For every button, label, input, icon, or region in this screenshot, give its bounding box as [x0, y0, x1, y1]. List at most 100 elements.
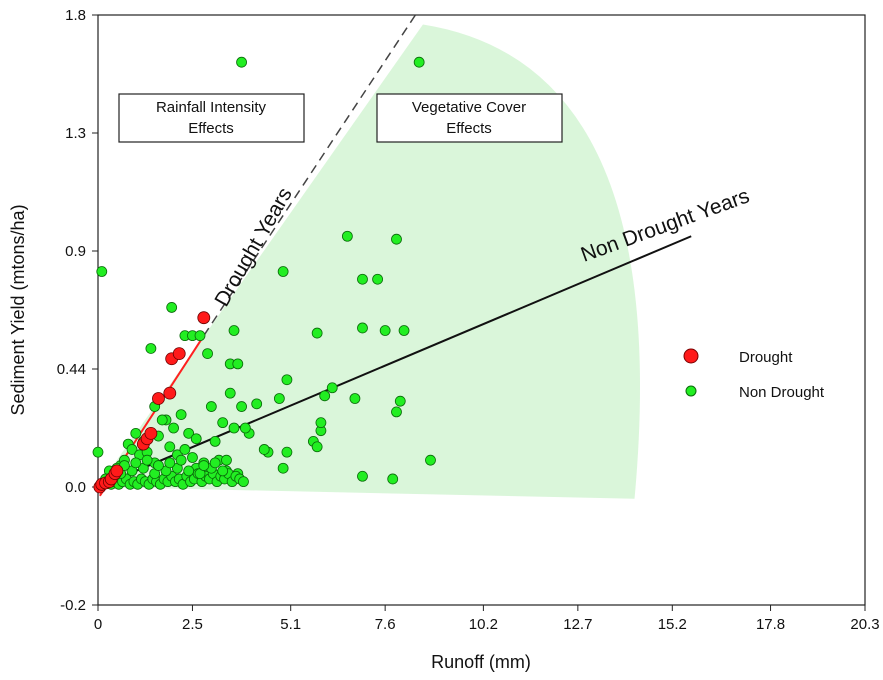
non-drought-point [179, 444, 191, 455]
non-drought-point [126, 444, 138, 455]
x-tick-label: 7.6 [375, 616, 396, 633]
x-tick-label: 0 [94, 616, 102, 633]
vegetative-box-line-2: Effects [446, 120, 492, 137]
non-drought-point [273, 393, 285, 404]
drought-point [163, 386, 177, 400]
non-drought-point [198, 460, 210, 471]
plot-frame [97, 14, 866, 606]
non-drought-point [228, 422, 240, 434]
y-axis-title: Sediment Yield (mtons/ha) [8, 204, 28, 415]
y-tick-label: 0.44 [57, 361, 86, 378]
non-drought-point [156, 414, 168, 426]
non-drought-point [166, 302, 178, 313]
y-tick-label: -0.2 [60, 597, 86, 614]
vegetative-box-line-1: Vegetative Cover [412, 99, 526, 116]
non-drought-point [221, 454, 232, 466]
vegetative-cover-shaded-region [98, 24, 641, 499]
x-axis-title: Runoff (mm) [431, 652, 531, 672]
non-drought-point [232, 358, 244, 370]
non-drought-point [315, 417, 327, 429]
non-drought-point [164, 457, 176, 469]
non-drought-point [391, 406, 402, 418]
non-drought-point [187, 452, 198, 463]
non-drought-point [372, 273, 383, 285]
non-drought-point [281, 446, 293, 458]
x-tick-label: 10.2 [469, 616, 498, 633]
non-drought-point [164, 441, 176, 453]
y-tick-label: 1.3 [65, 125, 86, 142]
non-drought-trend-line [97, 235, 692, 488]
non-drought-point [277, 462, 289, 474]
non-drought-point [141, 454, 153, 466]
non-drought-point [92, 446, 104, 458]
non-drought-point [413, 56, 425, 68]
y-tick-label: 0.0 [65, 479, 86, 496]
non-drought-point [130, 427, 142, 439]
non-drought-point [239, 422, 251, 434]
non-drought-point [236, 56, 247, 68]
non-drought-point [190, 433, 202, 445]
non-drought-point [251, 398, 263, 410]
non-drought-point [168, 422, 179, 434]
x-tick-label: 12.7 [563, 616, 592, 633]
legend-drought-marker [683, 348, 699, 364]
non-drought-point [228, 325, 240, 336]
drought-point [197, 311, 211, 325]
legend-drought-label: Drought [739, 349, 793, 366]
non-drought-point [277, 266, 289, 277]
drought-point [144, 426, 158, 440]
vegetative-cover-box: Vegetative Cover Effects [376, 93, 563, 143]
x-tick-label: 15.2 [658, 616, 687, 633]
non-drought-point [311, 327, 323, 339]
non-drought-point [175, 454, 187, 466]
non-drought-point [379, 325, 391, 336]
legend: Drought Non Drought [683, 348, 825, 401]
non-drought-point [391, 233, 402, 245]
non-drought-point [238, 476, 249, 488]
x-tick-label: 17.8 [756, 616, 785, 633]
non-drought-point [319, 390, 331, 402]
non-drought-point [425, 454, 436, 466]
non-drought-point [194, 330, 206, 342]
data-points [92, 56, 436, 494]
drought-trend-extension-dashed [203, 14, 417, 337]
non-drought-point [398, 325, 410, 336]
non-drought-point [209, 436, 221, 447]
non-drought-point [357, 322, 368, 334]
legend-non-drought-label: Non Drought [739, 384, 825, 401]
y-tick-label: 0.9 [65, 243, 86, 260]
non-drought-point [145, 343, 157, 354]
drought-point [172, 347, 186, 361]
axis-ticks: 0 2.5 5.1 7.6 10.2 12.7 15.2 17.8 20.3 -0.2 0.0 0.4… [57, 7, 880, 633]
y-tick-label: 1.8 [65, 7, 86, 24]
non-drought-point [175, 409, 187, 420]
non-drought-point [217, 417, 229, 429]
non-drought-point [183, 427, 195, 439]
rainfall-intensity-box: Rainfall Intensity Effects [118, 93, 305, 143]
drought-point [110, 464, 124, 478]
x-tick-label: 20.3 [850, 616, 879, 633]
drought-point [152, 392, 165, 405]
non-drought-point [96, 266, 108, 277]
non-drought-point [224, 387, 236, 399]
non-drought-point [387, 473, 399, 485]
non-drought-point [341, 230, 353, 242]
non-drought-point [183, 465, 195, 477]
x-tick-label: 5.1 [280, 616, 301, 633]
non-drought-point [258, 444, 270, 455]
non-drought-point [357, 470, 368, 482]
x-tick-label: 2.5 [182, 616, 203, 633]
non-drought-point [236, 401, 247, 412]
non-drought-point [326, 382, 338, 394]
rainfall-box-line-2: Effects [188, 120, 234, 137]
non-drought-point [357, 273, 368, 285]
non-drought-point [217, 465, 229, 477]
non-drought-point [311, 441, 323, 453]
legend-non-drought-marker [685, 385, 697, 397]
non-drought-point [130, 457, 142, 469]
non-drought-point [202, 348, 213, 360]
non-drought-point [205, 401, 217, 412]
non-drought-point [209, 457, 221, 469]
non-drought-point [281, 374, 293, 386]
